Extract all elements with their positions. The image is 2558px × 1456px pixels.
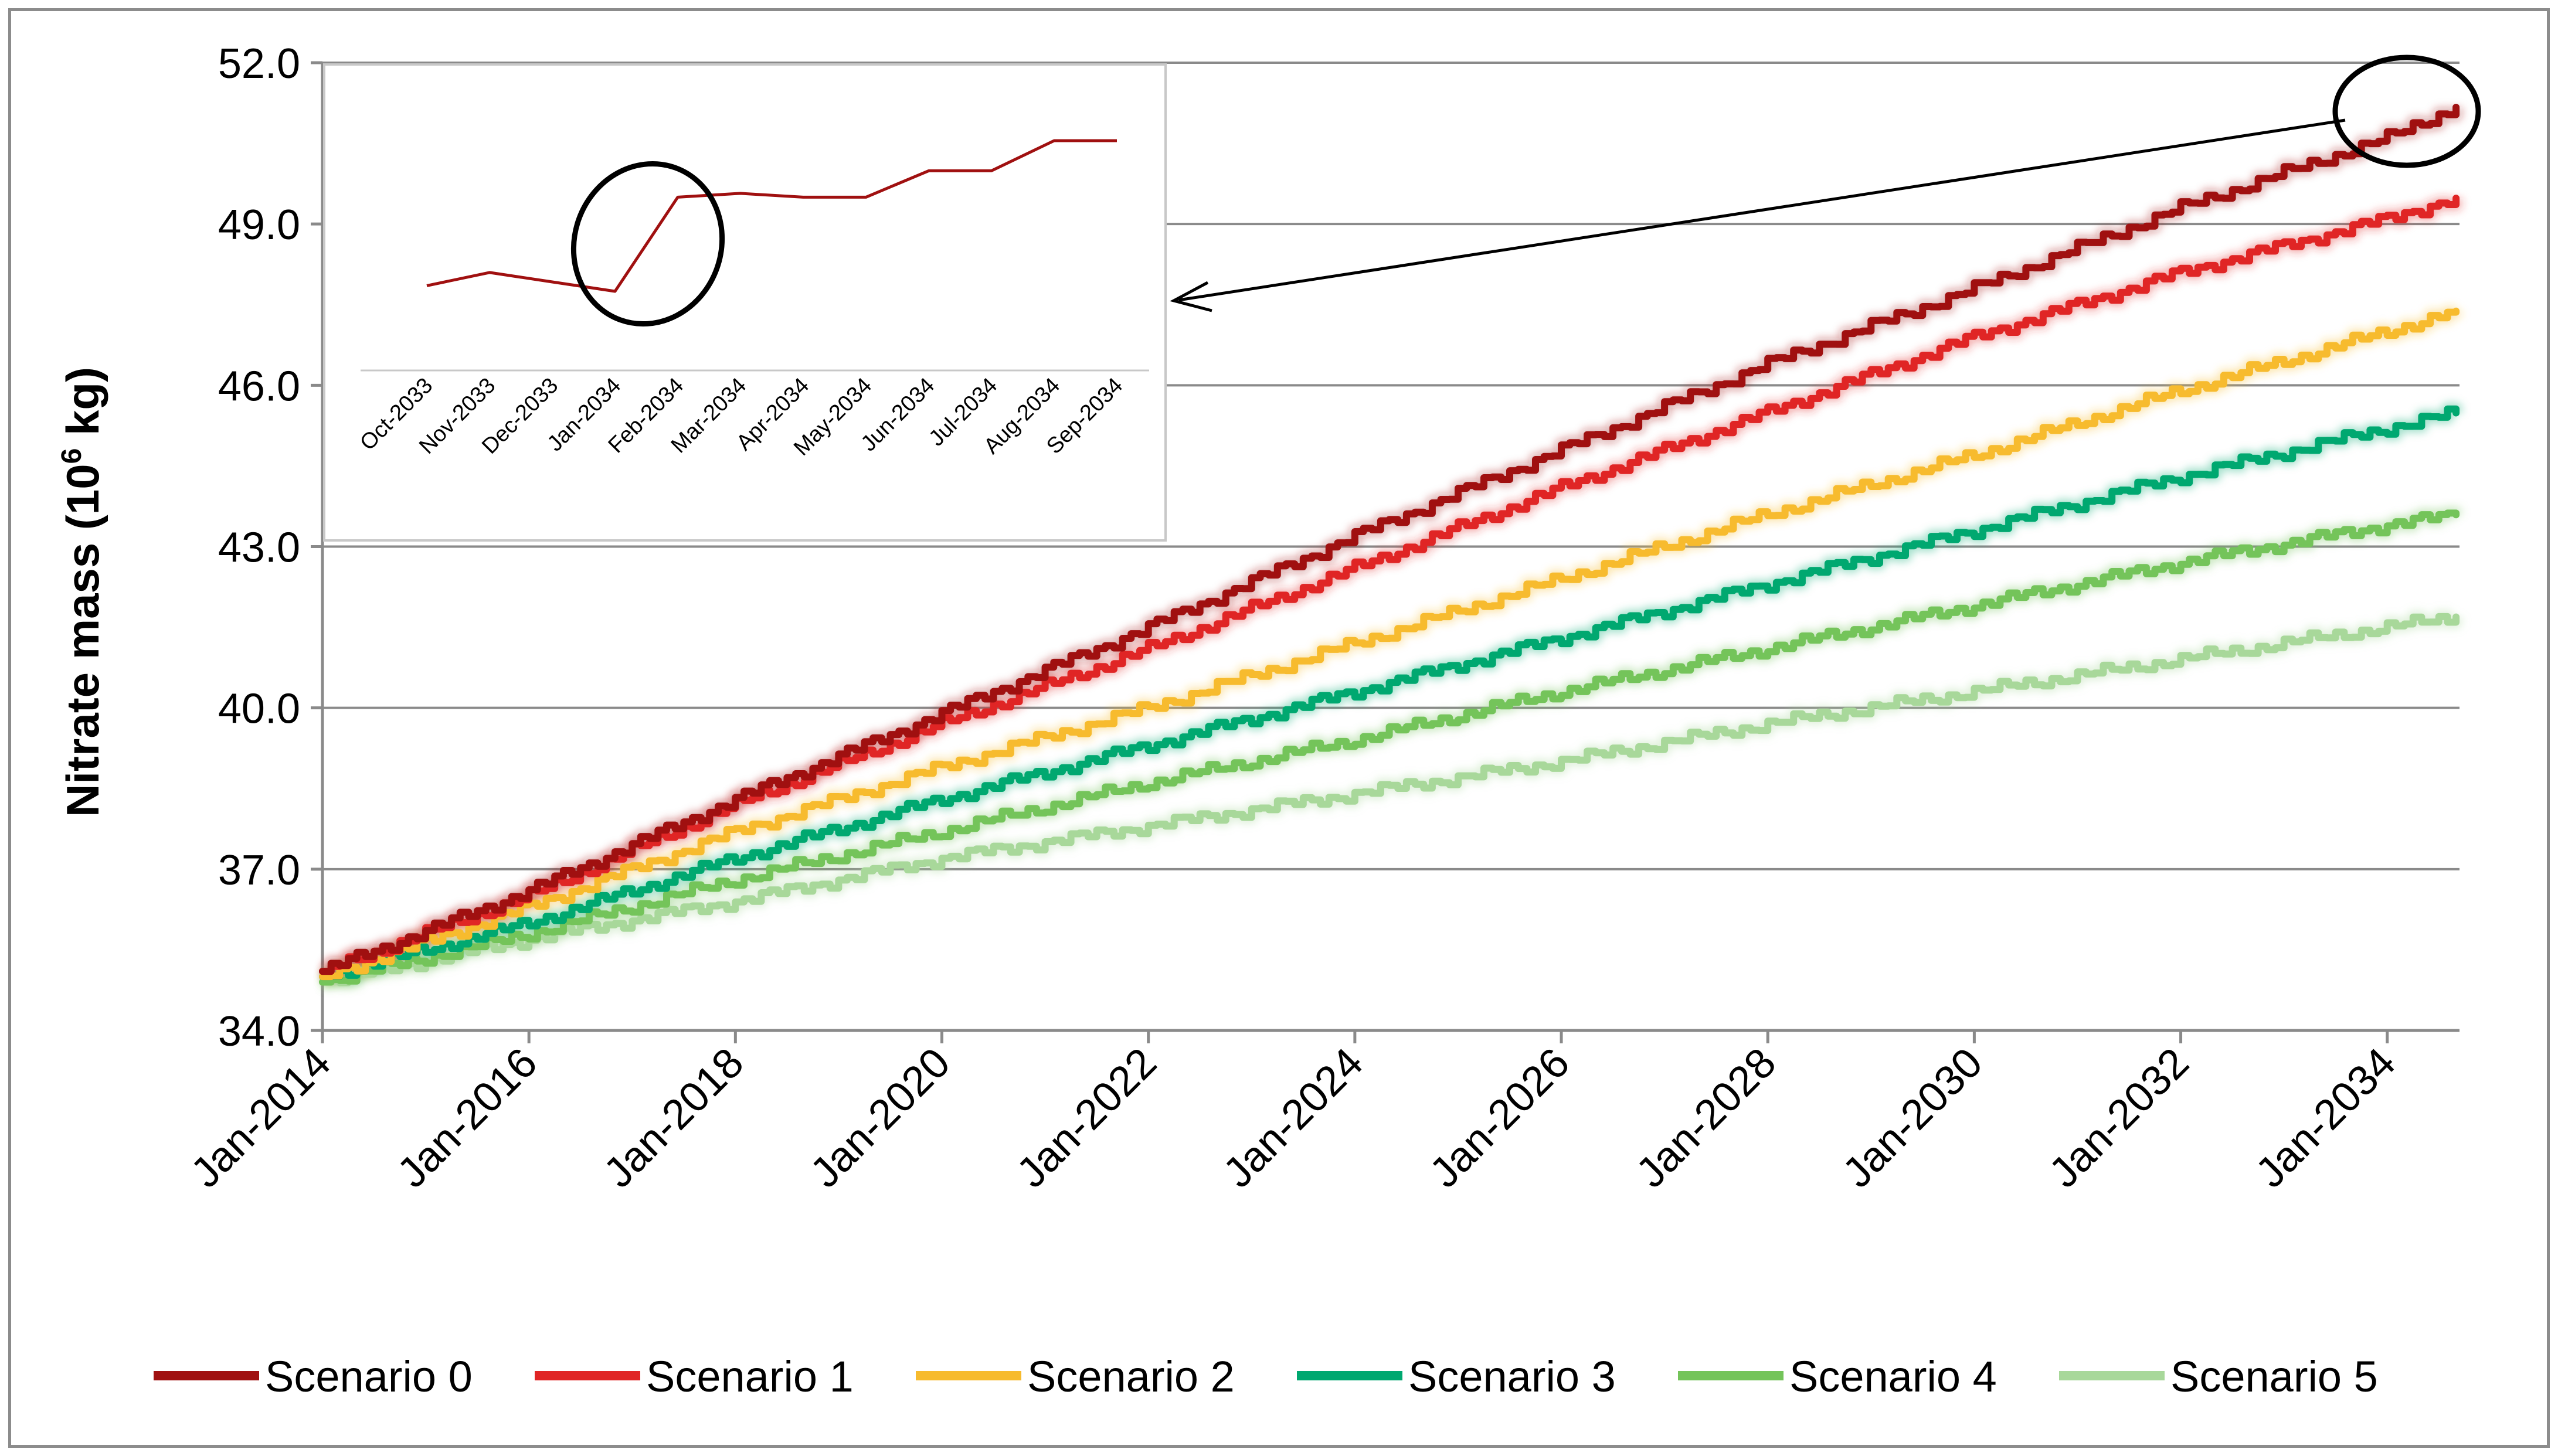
series-line-scenario-2 — [319, 307, 2460, 981]
y-tick-label-37.0: 37.0 — [218, 847, 300, 894]
inset-highlight-circle — [570, 161, 725, 327]
y-tick-label-40.0: 40.0 — [218, 686, 300, 733]
axes — [311, 61, 2460, 1043]
y-tick-label-52.0: 52.0 — [218, 40, 300, 87]
inset-series-line — [426, 139, 1117, 293]
series-line-scenario-5 — [319, 613, 2460, 986]
x-tick-label-Jan-2020: Jan-2020 — [801, 1039, 959, 1197]
legend-label-scenario-5: Scenario 5 — [2170, 1352, 2378, 1401]
y-tick-label-49.0: 49.0 — [218, 202, 300, 249]
legend-label-scenario-3: Scenario 3 — [1408, 1352, 1616, 1401]
inset-panel — [323, 63, 1167, 542]
x-tick-label-Jan-2016: Jan-2016 — [389, 1039, 546, 1197]
x-tick-label-Jan-2024: Jan-2024 — [1214, 1039, 1372, 1197]
y-tick-label-43.0: 43.0 — [218, 525, 300, 571]
main-highlight-circle — [2332, 55, 2481, 168]
x-tick-label-Jan-2018: Jan-2018 — [595, 1039, 753, 1197]
x-tick-label-Jan-2022: Jan-2022 — [1008, 1039, 1166, 1197]
y-tick-labels: 34.0 37.0 40.0 43.0 46.0 49.0 52.0 — [218, 40, 300, 1055]
inset-chart: Oct-2033Nov-2033Dec-2033Jan-2034Feb-2034… — [323, 63, 1167, 542]
legend: Scenario 0 Scenario 1 Scenario 2 Scenario 3… — [154, 1352, 2378, 1401]
annotations — [570, 55, 2481, 327]
legend-label-scenario-0: Scenario 0 — [265, 1352, 473, 1401]
x-tick-label-Jan-2030: Jan-2030 — [1834, 1039, 1992, 1197]
x-tick-label-Jan-2026: Jan-2026 — [1421, 1039, 1578, 1197]
x-tick-label-Jan-2028: Jan-2028 — [1628, 1039, 1785, 1197]
callout-arrow-line — [1178, 118, 2346, 302]
y-tick-label-46.0: 46.0 — [218, 363, 300, 410]
x-tick-label-Jan-2034: Jan-2034 — [2247, 1039, 2404, 1197]
y-tick-label-34.0: 34.0 — [218, 1008, 300, 1055]
legend-label-scenario-1: Scenario 1 — [646, 1352, 854, 1401]
series-lines — [319, 104, 2463, 989]
x-tick-labels: Jan-2014 Jan-2016 Jan-2018 Jan-2020 Jan-2022… — [182, 1039, 2404, 1197]
series-line-scenario-3 — [319, 405, 2460, 981]
legend-label-scenario-2: Scenario 2 — [1027, 1352, 1235, 1401]
x-tick-label-Jan-2014: Jan-2014 — [182, 1039, 339, 1197]
legend-label-scenario-4: Scenario 4 — [1789, 1352, 1997, 1401]
series-line-scenario-1 — [319, 195, 2460, 975]
x-tick-label-Jan-2032: Jan-2032 — [2040, 1039, 2198, 1197]
series-line-scenario-0 — [319, 104, 2460, 975]
y-axis-label-superscript: 6 — [56, 448, 87, 464]
series-line-scenario-4 — [319, 509, 2460, 986]
y-axis-label: Nitrate mass (106 kg) — [56, 367, 108, 817]
callout-arrow-head — [1170, 281, 1212, 312]
